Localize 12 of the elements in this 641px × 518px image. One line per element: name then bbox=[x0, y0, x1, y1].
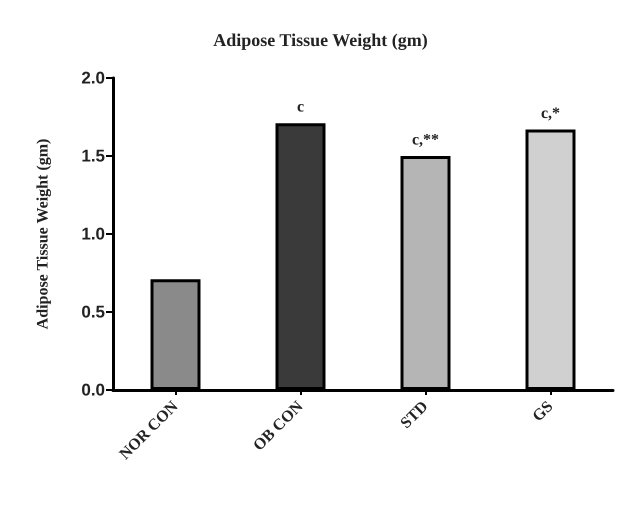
y-tick-label: 1.5 bbox=[81, 146, 105, 166]
y-tick-label: 1.0 bbox=[81, 224, 105, 244]
annotation: c bbox=[296, 98, 304, 116]
annotation: c,** bbox=[412, 132, 440, 148]
y-axis-title: Adipose Tissue Weight (gm) bbox=[34, 138, 52, 330]
annotation: c,* bbox=[540, 104, 560, 122]
x-tick-label: STD bbox=[397, 398, 432, 432]
x-tick-label: GS bbox=[529, 398, 557, 426]
y-tick-label: 2.0 bbox=[81, 68, 105, 88]
y-tick-label: 0.0 bbox=[81, 380, 105, 400]
chart-title: Adipose Tissue Weight (gm) bbox=[213, 30, 428, 50]
y-tick-label: 0.5 bbox=[81, 302, 105, 322]
